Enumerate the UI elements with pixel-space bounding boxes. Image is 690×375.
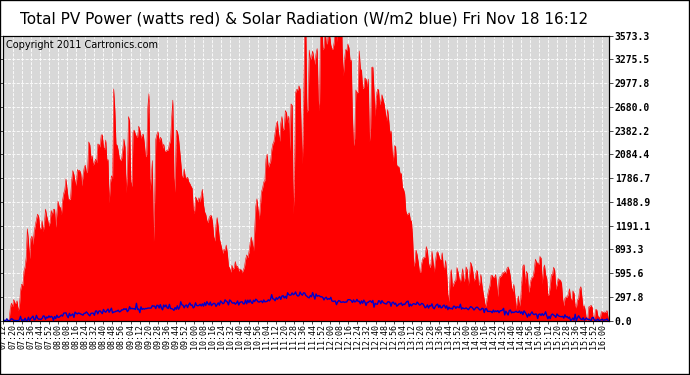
- Text: Total PV Power (watts red) & Solar Radiation (W/m2 blue) Fri Nov 18 16:12: Total PV Power (watts red) & Solar Radia…: [19, 11, 588, 26]
- Text: Copyright 2011 Cartronics.com: Copyright 2011 Cartronics.com: [6, 40, 159, 50]
